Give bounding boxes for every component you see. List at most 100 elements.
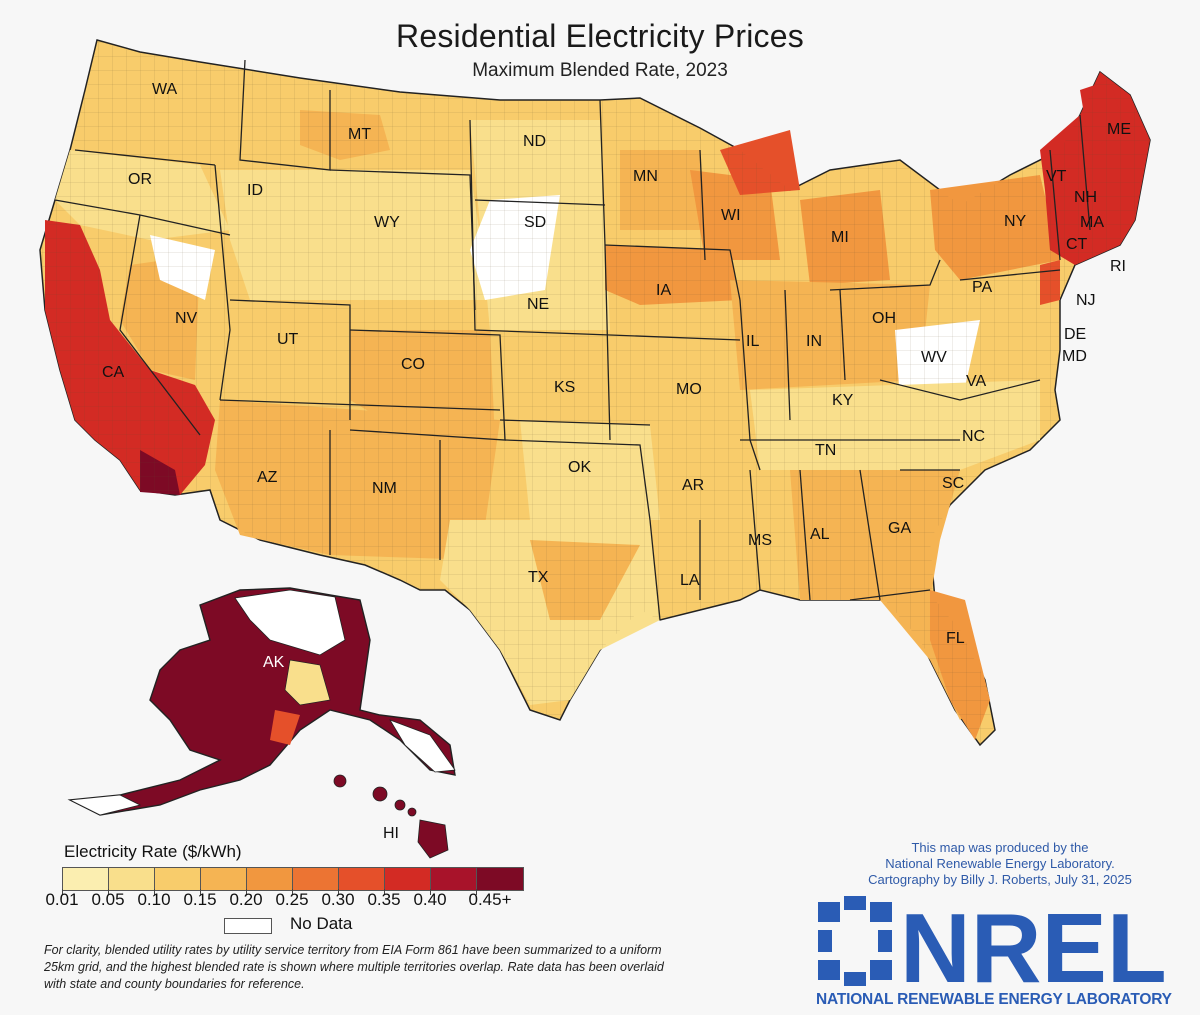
legend-tick-label: 0.15 (183, 890, 217, 909)
state-label: MI (831, 229, 849, 246)
legend-tick-label: 0.05 (91, 890, 125, 909)
state-label: CT (1066, 236, 1088, 253)
state-label: SD (524, 214, 546, 231)
state-label: NE (527, 296, 549, 313)
no-data-swatch (224, 918, 272, 934)
methodology-note: For clarity, blended utility rates by ut… (44, 943, 664, 991)
legend-swatch (63, 868, 109, 890)
map-title: Residential Electricity Prices (396, 18, 804, 54)
state-label: NM (372, 480, 397, 497)
state-label: ME (1107, 121, 1131, 138)
nrel-wordmark: NREL (900, 893, 1167, 1003)
state-label: LA (680, 572, 700, 589)
state-label: AZ (257, 469, 278, 486)
state-label: HI (383, 825, 399, 842)
state-label: DE (1064, 326, 1086, 343)
state-label: MN (633, 168, 658, 185)
map-subtitle: Maximum Blended Rate, 2023 (472, 60, 728, 81)
state-label: NH (1074, 189, 1097, 206)
state-label: KS (554, 379, 575, 396)
state-label: MD (1062, 348, 1087, 365)
legend-tick-label: 0.30 (321, 890, 355, 909)
credit-line: Cartography by Billy J. Roberts, July 31… (868, 872, 1132, 887)
state-boundaries (54, 59, 1091, 621)
legend-tick-label: 0.40 (413, 890, 447, 909)
legend-tick-label: 0.01 (45, 890, 79, 909)
state-label: NV (175, 310, 198, 327)
state-label: OK (568, 459, 591, 476)
legend-tick (338, 889, 339, 895)
legend-tick (384, 889, 385, 895)
legend-swatch (109, 868, 155, 890)
legend-tick (430, 889, 431, 895)
state-label: AL (810, 526, 830, 543)
legend-tick-label: 0.10 (137, 890, 171, 909)
legend-tick (62, 889, 63, 895)
state-label: SC (942, 475, 964, 492)
legend-tick (292, 889, 293, 895)
state-label: NY (1004, 213, 1027, 230)
legend-tick (108, 889, 109, 895)
state-label: WI (721, 207, 741, 224)
nrel-sun-icon (818, 896, 892, 986)
state-label: TX (528, 569, 549, 586)
state-label: VT (1046, 168, 1067, 185)
state-label: KY (832, 392, 854, 409)
state-label: VA (966, 373, 986, 390)
legend-swatch (155, 868, 201, 890)
state-label: OH (872, 310, 896, 327)
state-label: MO (676, 381, 702, 398)
legend-tick (154, 889, 155, 895)
legend-tick (200, 889, 201, 895)
credit-line: National Renewable Energy Laboratory. (885, 856, 1115, 871)
hawaii (333, 774, 449, 859)
nrel-tagline: NATIONAL RENEWABLE ENERGY LABORATORY (816, 991, 1173, 1008)
state-label: GA (888, 520, 911, 537)
state-label: NJ (1076, 292, 1096, 309)
legend-tick (476, 889, 477, 895)
legend-tick-label: 0.25 (275, 890, 309, 909)
state-label: NC (962, 428, 985, 445)
legend-tick-label: 0.35 (367, 890, 401, 909)
legend-swatch (247, 868, 293, 890)
state-label: RI (1110, 258, 1126, 275)
state-label: ND (523, 133, 546, 150)
legend-tick-label: 0.45+ (468, 890, 512, 909)
legend-swatch (293, 868, 339, 890)
legend-swatch (477, 868, 523, 890)
legend-color-bar (62, 867, 524, 891)
state-label: CA (102, 364, 125, 381)
legend-swatch (385, 868, 431, 890)
state-label: IN (806, 333, 822, 350)
nrel-logo: NREL NATIONAL RENEWABLE ENERGY LABORATOR… (816, 893, 1173, 1008)
state-label: AR (682, 477, 704, 494)
state-label: FL (946, 630, 965, 647)
state-label: MT (348, 126, 371, 143)
legend-swatch (431, 868, 477, 890)
state-label: WY (374, 214, 400, 231)
no-data-label: No Data (290, 914, 353, 933)
state-label: CO (401, 356, 425, 373)
legend-swatch (339, 868, 385, 890)
state-label: PA (972, 279, 992, 296)
legend-title: Electricity Rate ($/kWh) (64, 842, 242, 861)
state-label: MA (1080, 214, 1104, 231)
state-label: MS (748, 532, 772, 549)
legend-swatch (201, 868, 247, 890)
state-label: AK (263, 654, 285, 671)
credit-line: This map was produced by the (911, 840, 1089, 855)
state-label: ID (247, 182, 263, 199)
state-label: TN (815, 442, 836, 459)
alaska (67, 587, 456, 816)
state-label: OR (128, 171, 152, 188)
state-label: WV (921, 349, 947, 366)
legend-tick-label: 0.20 (229, 890, 263, 909)
credit-block: This map was produced by the National Re… (830, 840, 1170, 888)
state-label: WA (152, 81, 178, 98)
state-label: IL (746, 333, 759, 350)
legend-tick (246, 889, 247, 895)
state-labels: WA OR ID MT ND MN SD WY WI MI ME VT NH M… (102, 81, 1131, 842)
state-label: IA (656, 282, 671, 299)
